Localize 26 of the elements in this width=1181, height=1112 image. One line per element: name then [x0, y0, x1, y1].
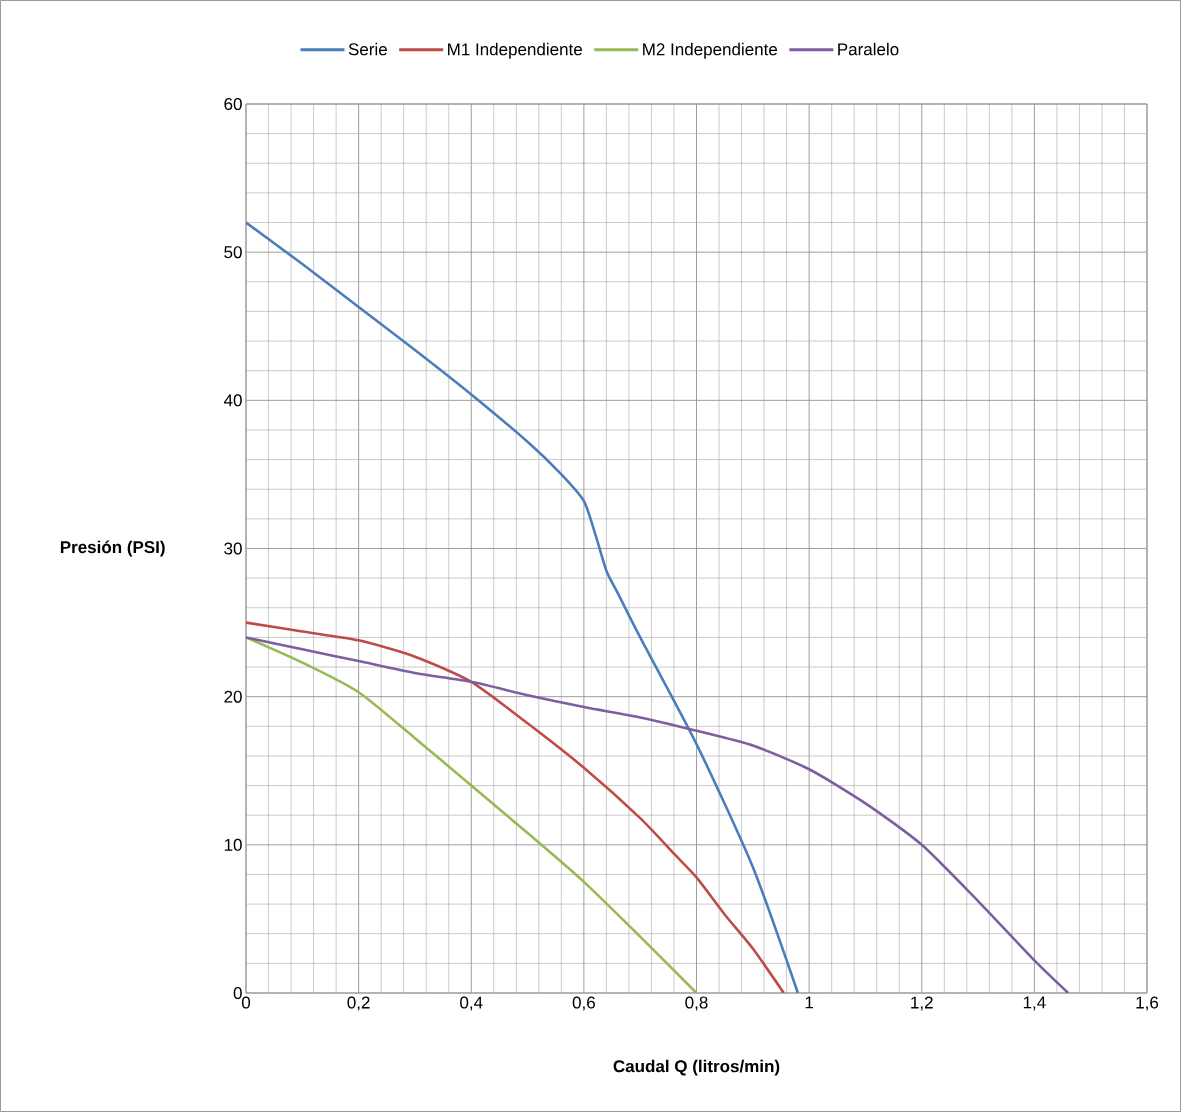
y-tick-label: 30: [224, 542, 242, 555]
x-tick-label: 1: [805, 996, 814, 1009]
legend-label: Paralelo: [838, 42, 899, 56]
line-series: [246, 636, 1070, 993]
y-tick-label: 60: [224, 97, 242, 111]
y-tick-label: 0: [233, 986, 242, 1000]
x-tick-label: 1,6: [1136, 996, 1159, 1011]
x-tick-label: 0,4: [460, 996, 483, 1011]
x-tick-label: 0,2: [347, 996, 370, 1011]
legend-label: M2 Independiente: [643, 42, 778, 59]
x-tick-label: 1,4: [1023, 996, 1046, 1011]
y-tick-label: 40: [223, 394, 242, 407]
x-axis-title: Caudal Q (litros/min): [613, 1059, 780, 1076]
x-tick-label: 0,8: [685, 996, 708, 1011]
line-series: [246, 221, 800, 993]
x-tick-label: 1,2: [911, 996, 933, 1011]
legend-label: M1 Independiente: [448, 42, 582, 59]
y-tick-label: 20: [224, 690, 242, 703]
y-tick-label: 10: [224, 838, 242, 851]
y-tick-label: 50: [224, 246, 242, 259]
line-series: [246, 621, 786, 993]
x-tick-label: 0: [241, 996, 251, 1009]
line-series: [246, 636, 698, 993]
y-axis-title: Presión (PSI): [60, 540, 165, 557]
x-tick-label: 0,6: [572, 996, 595, 1011]
legend-label: Serie: [348, 42, 387, 56]
